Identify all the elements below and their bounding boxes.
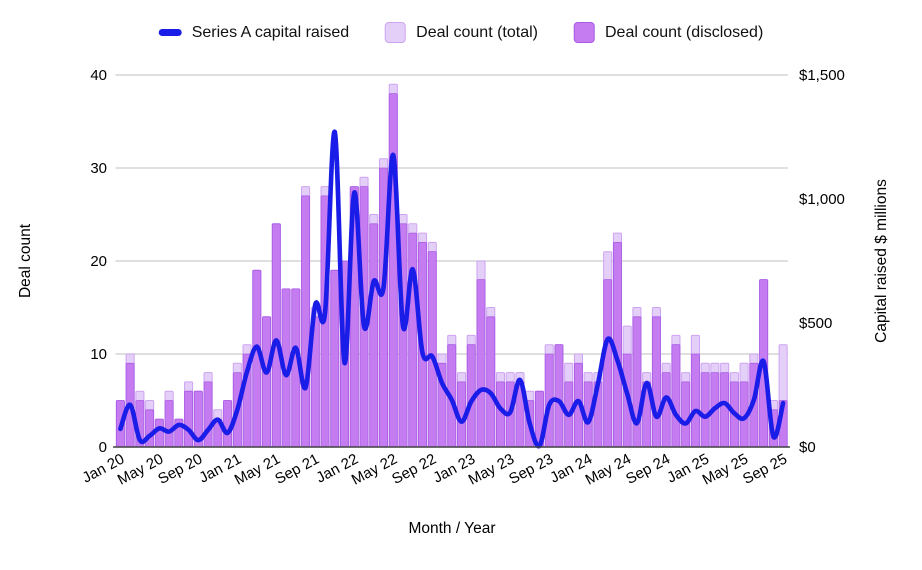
bar-disclosed: [661, 372, 671, 448]
bar-disclosed: [681, 381, 691, 448]
left-axis-tick-labels: 0 10 20 30 40: [90, 67, 107, 456]
x-axis-tick-label: May 20: [115, 451, 166, 489]
legend-label-series-a: Series A capital raised: [191, 23, 350, 41]
left-axis-tick-label: 30: [90, 160, 107, 177]
bar-disclosed: [184, 390, 194, 448]
bar-disclosed: [690, 353, 700, 448]
x-axis-tick-label: Sep 20: [155, 451, 205, 488]
bar-disclosed: [301, 195, 311, 448]
left-axis-title: Deal count: [17, 223, 34, 298]
bar-disclosed: [651, 316, 661, 448]
right-axis-tick-labels: $0 $500 $1,000 $1,500: [799, 67, 845, 456]
x-axis-tick-label: Sep 21: [272, 451, 322, 488]
bar-disclosed: [408, 232, 418, 448]
x-axis-tick-label: Sep 23: [506, 451, 556, 488]
x-axis-tick-label: Sep 24: [623, 451, 673, 488]
bar-disclosed: [369, 223, 379, 448]
bar-disclosed: [603, 279, 613, 448]
bar-disclosed: [700, 372, 710, 448]
x-axis-tick-label: May 25: [700, 451, 751, 489]
bar-disclosed: [720, 372, 730, 448]
x-axis-tick-label: May 21: [232, 451, 283, 489]
left-axis-tick-label: 10: [90, 346, 107, 363]
legend-item-total[interactable]: Deal count (total): [385, 22, 538, 43]
bar-disclosed: [486, 316, 496, 448]
bar-disclosed: [476, 279, 486, 448]
left-axis-tick-label: 20: [90, 253, 107, 270]
bar-disclosed: [271, 223, 281, 448]
bars-disclosed-series: [115, 93, 788, 448]
series-a-line-swatch-icon: [158, 29, 182, 36]
bar-disclosed: [427, 251, 437, 448]
x-axis-tick-label: Sep 22: [389, 451, 439, 488]
x-axis-tick-label: May 22: [349, 451, 400, 489]
bar-disclosed: [330, 269, 340, 448]
legend-item-series-a[interactable]: Series A capital raised: [158, 23, 350, 42]
x-axis-tick-label: May 23: [466, 451, 517, 489]
right-axis-title: Capital raised $ millions: [873, 179, 890, 343]
deal-count-disclosed-swatch-icon: [573, 22, 595, 43]
left-axis-tick-label: 0: [99, 439, 107, 456]
capital-raised-line: [118, 129, 786, 449]
deal-count-total-swatch-icon: [385, 22, 407, 43]
bar-disclosed: [154, 418, 164, 448]
bar-disclosed: [554, 344, 564, 448]
x-axis-tick-label: Sep 25: [740, 451, 790, 488]
x-axis-title: Month / Year: [408, 520, 495, 537]
legend-label-total: Deal count (total): [416, 23, 538, 41]
x-axis-tick-label: May 24: [583, 451, 634, 489]
bar-disclosed: [632, 316, 642, 448]
legend-label-disclosed: Deal count (disclosed): [604, 23, 764, 41]
bar-disclosed: [262, 316, 272, 448]
bar-disclosed: [164, 400, 174, 448]
right-axis-tick-label: $0: [799, 439, 816, 456]
right-axis-tick-label: $1,000: [799, 191, 845, 208]
legend-item-disclosed[interactable]: Deal count (disclosed): [573, 22, 764, 43]
left-axis-tick-label: 40: [90, 67, 107, 84]
chart-legend: Series A capital raised Deal count (tota…: [158, 22, 764, 43]
bar-disclosed: [671, 344, 681, 448]
right-axis-tick-label: $1,500: [799, 67, 845, 84]
capital-raised-line-series: [118, 129, 786, 449]
right-axis-tick-label: $500: [799, 315, 832, 332]
bar-disclosed: [388, 93, 398, 448]
